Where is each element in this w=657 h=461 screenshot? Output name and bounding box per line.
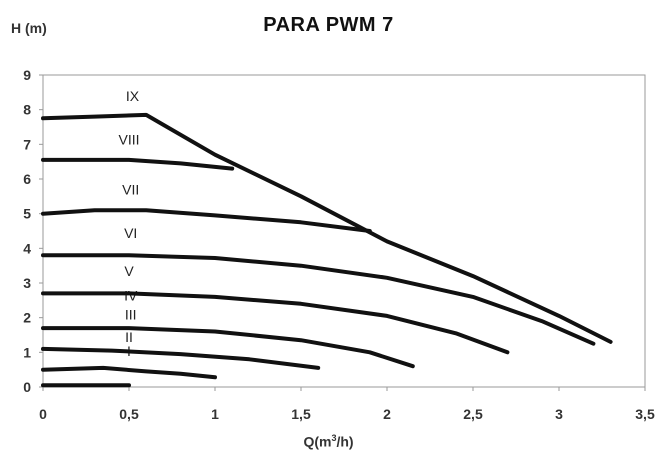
curve-ii	[41, 365, 217, 380]
curve-label-ii: II	[125, 329, 133, 345]
x-tick-label: 1,5	[291, 406, 311, 422]
curve-label-viii: VIII	[118, 131, 139, 147]
x-tick-label: 0,5	[119, 406, 139, 422]
x-tick-label: 2,5	[463, 406, 483, 422]
curve-label-vii: VII	[122, 182, 139, 198]
y-tick-label: 5	[23, 206, 31, 222]
curve-iv	[41, 326, 415, 369]
curve-vii	[41, 208, 372, 233]
x-tick-label: 2	[383, 406, 391, 422]
y-tick-label: 7	[23, 136, 31, 152]
x-tick-label: 1	[211, 406, 219, 422]
x-axis-label-base: Q(m	[303, 433, 332, 450]
curve-label-v: V	[124, 263, 134, 279]
curve-ix	[41, 112, 613, 344]
curve-iii	[41, 346, 321, 370]
x-tick-label: 3,5	[635, 406, 655, 422]
x-tick-label: 0	[39, 406, 47, 422]
y-tick-label: 6	[23, 171, 31, 187]
y-tick-label: 1	[23, 344, 31, 360]
curve-label-ix: IX	[126, 88, 140, 104]
y-tick-label: 8	[23, 102, 31, 118]
plot-frame	[42, 74, 646, 388]
y-tick-label: 4	[23, 240, 31, 256]
curve-v	[41, 291, 510, 355]
curve-label-vi: VI	[124, 225, 137, 241]
x-axis-label-end: /h)	[336, 433, 354, 450]
y-tick-label: 2	[23, 310, 31, 326]
y-axis-label: H (m)	[11, 20, 47, 36]
curve-viii	[41, 157, 235, 171]
x-axis-label: Q(m3/h)	[0, 433, 657, 450]
curve-vi	[41, 253, 596, 346]
y-tick-label: 0	[23, 379, 31, 395]
x-tick-label: 3	[555, 406, 563, 422]
chart-title: PARA PWM 7	[263, 14, 394, 36]
x-axis-label-sup: 3	[331, 433, 337, 443]
curve-label-iii: III	[125, 306, 137, 322]
y-tick-label: 3	[23, 275, 31, 291]
y-tick-label: 9	[23, 67, 31, 83]
